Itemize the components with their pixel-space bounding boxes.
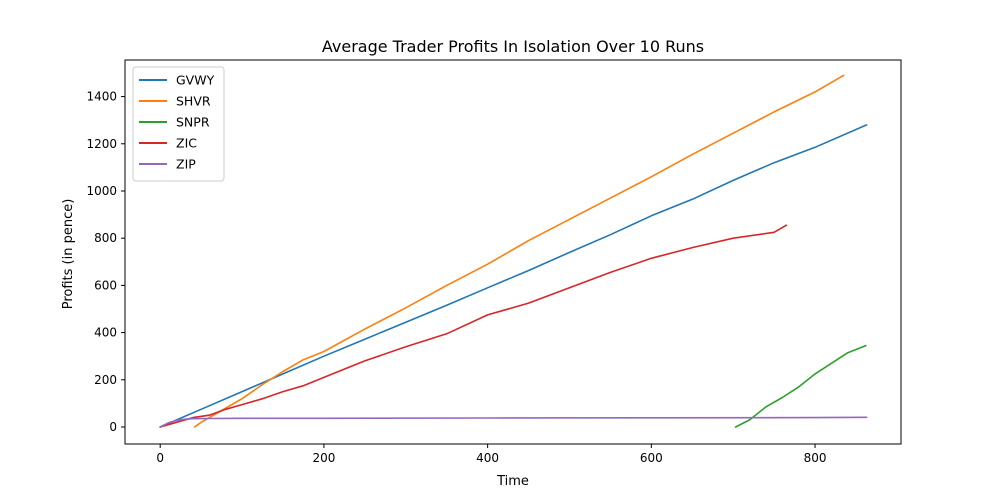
legend-label-snpr: SNPR (176, 115, 210, 130)
x-tick-label: 600 (640, 451, 663, 465)
legend-box (132, 66, 225, 182)
x-tick-label: 200 (312, 451, 335, 465)
series-line-gvwy (159, 124, 868, 428)
y-tick-label: 1200 (86, 137, 117, 151)
x-tick-label: 800 (804, 451, 827, 465)
y-tick-label: 0 (109, 420, 117, 434)
y-tick-label: 600 (94, 278, 117, 292)
legend-label-gvwy: GVWY (176, 73, 215, 88)
y-tick-label: 1400 (86, 90, 117, 104)
series-line-shvr (193, 74, 845, 428)
legend-label-zic: ZIC (176, 136, 197, 151)
legend-label-zip: ZIP (176, 157, 196, 172)
y-axis-label: Profits (in pence) (61, 199, 76, 310)
series-line-zic (159, 224, 788, 428)
x-axis-label: Time (496, 474, 529, 489)
plot-area-frame (124, 59, 902, 445)
x-tick-label: 400 (476, 451, 499, 465)
y-tick-label: 200 (94, 373, 117, 387)
y-tick-label: 400 (94, 326, 117, 340)
legend-label-shvr: SHVR (176, 94, 211, 109)
y-tick-label: 1000 (86, 184, 117, 198)
series-line-zip (159, 416, 868, 428)
series-line-snpr (734, 344, 867, 428)
x-tick-label: 0 (156, 451, 164, 465)
chart-title: Average Trader Profits In Isolation Over… (322, 37, 704, 56)
y-tick-label: 800 (94, 231, 117, 245)
